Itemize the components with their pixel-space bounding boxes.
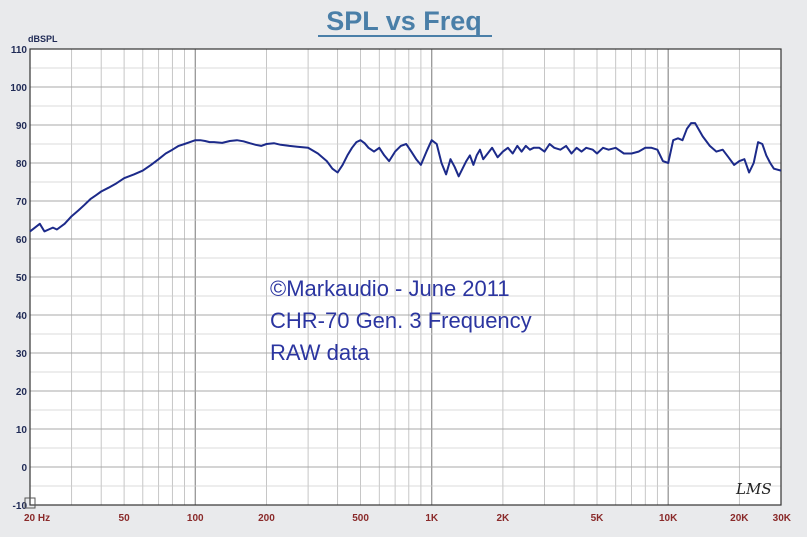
y-tick-label: 0 (21, 463, 27, 474)
x-tick-label: 10K (659, 513, 678, 524)
y-tick-label: 30 (16, 349, 28, 360)
y-tick-label: 50 (16, 273, 28, 284)
y-tick-label: 20 (16, 387, 28, 398)
x-tick-label: 5K (591, 513, 605, 524)
y-tick-label: 70 (16, 197, 28, 208)
annotation-line-3: RAW data (270, 340, 370, 365)
x-tick-label: 20 Hz (24, 513, 50, 524)
y-axis-label: dBSPL (28, 34, 58, 44)
spl-series-line (29, 122, 782, 233)
y-tick-label: 110 (11, 45, 28, 56)
annotation-line-2: CHR-70 Gen. 3 Frequency (270, 308, 532, 333)
plot-area: -10 0 10 20 30 40 50 60 70 80 90 100 110 20 Hz 50 100 20… (10, 45, 791, 524)
x-tick-label: 1K (425, 513, 439, 524)
y-tick-label: -10 (13, 501, 28, 512)
y-tick-label: 100 (10, 83, 27, 94)
cursor-marker (24, 497, 36, 509)
plot-frame (29, 48, 782, 506)
y-tick-label: 40 (16, 311, 28, 322)
chart-title: SPL vs Freq (326, 6, 482, 36)
x-tick-label: 20K (730, 513, 749, 524)
x-tick-label: 500 (352, 513, 369, 524)
x-tick-label: 200 (258, 513, 275, 524)
x-tick-label: 2K (497, 513, 511, 524)
annotation-line-1: ©Markaudio - June 2011 (270, 276, 510, 301)
y-tick-label: 60 (16, 235, 28, 246)
y-tick-label: 90 (16, 121, 28, 132)
lms-watermark: LMS (735, 480, 772, 498)
y-tick-label: 10 (16, 425, 28, 436)
y-tick-label: 80 (16, 159, 28, 170)
x-tick-label: 30K (773, 513, 792, 524)
x-tick-label: 100 (187, 513, 204, 524)
x-tick-label: 50 (119, 513, 131, 524)
